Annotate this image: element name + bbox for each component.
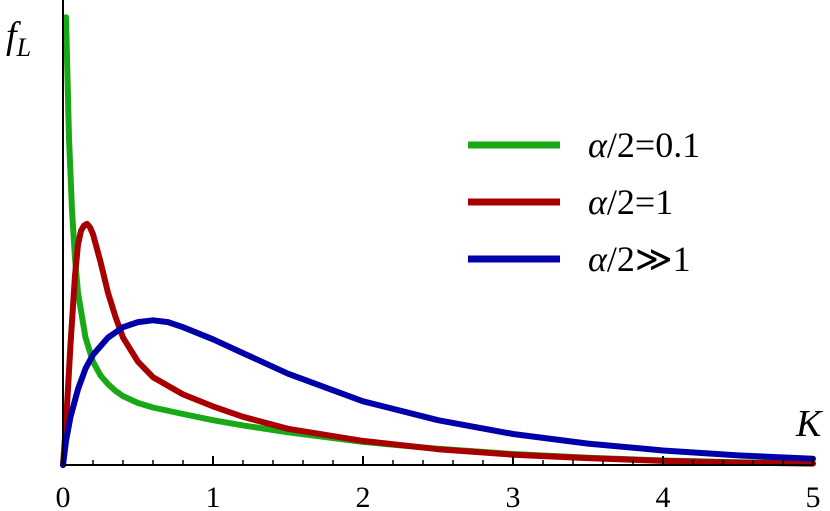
y-axis-label: fL — [6, 15, 31, 62]
legend: α/2=0.1 α/2=1 α/2≫1 — [468, 125, 700, 279]
x-tick-label-3: 3 — [506, 481, 521, 511]
legend-label-0: α/2=0.1 — [588, 125, 700, 165]
legend-label-2: α/2≫1 — [588, 239, 691, 279]
x-axis-label: K — [795, 403, 823, 445]
x-tick-label-4: 4 — [656, 481, 671, 511]
legend-label-1: α/2=1 — [588, 182, 673, 222]
x-ticks: 0 1 2 3 4 5 — [56, 456, 821, 511]
x-tick-label-2: 2 — [356, 481, 371, 511]
x-tick-label-1: 1 — [206, 481, 221, 511]
x-tick-label-5: 5 — [806, 481, 821, 511]
plot-lines — [60, 14, 816, 468]
series-line-0 — [63, 14, 816, 467]
series-line-2 — [60, 317, 816, 468]
y-axis-label-sub: L — [16, 33, 31, 62]
x-tick-label-0: 0 — [56, 481, 71, 511]
series-line-1 — [60, 220, 816, 468]
